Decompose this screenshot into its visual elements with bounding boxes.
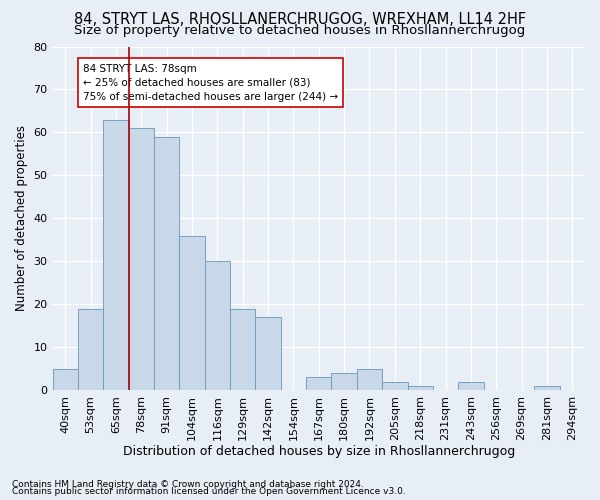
- Bar: [382, 382, 407, 390]
- Bar: [458, 382, 484, 390]
- Bar: [230, 308, 256, 390]
- Bar: [306, 378, 331, 390]
- X-axis label: Distribution of detached houses by size in Rhosllannerchrugog: Distribution of detached houses by size …: [122, 444, 515, 458]
- Bar: [331, 373, 357, 390]
- Text: Contains HM Land Registry data © Crown copyright and database right 2024.: Contains HM Land Registry data © Crown c…: [12, 480, 364, 489]
- Bar: [256, 318, 281, 390]
- Text: Contains public sector information licensed under the Open Government Licence v3: Contains public sector information licen…: [12, 488, 406, 496]
- Bar: [407, 386, 433, 390]
- Y-axis label: Number of detached properties: Number of detached properties: [15, 126, 28, 312]
- Bar: [53, 369, 78, 390]
- Text: Size of property relative to detached houses in Rhosllannerchrugog: Size of property relative to detached ho…: [74, 24, 526, 37]
- Bar: [179, 236, 205, 390]
- Bar: [78, 308, 103, 390]
- Bar: [534, 386, 560, 390]
- Bar: [205, 262, 230, 390]
- Bar: [357, 369, 382, 390]
- Bar: [128, 128, 154, 390]
- Text: 84, STRYT LAS, RHOSLLANERCHRUGOG, WREXHAM, LL14 2HF: 84, STRYT LAS, RHOSLLANERCHRUGOG, WREXHA…: [74, 12, 526, 28]
- Bar: [154, 137, 179, 390]
- Text: 84 STRYT LAS: 78sqm
← 25% of detached houses are smaller (83)
75% of semi-detach: 84 STRYT LAS: 78sqm ← 25% of detached ho…: [83, 64, 338, 102]
- Bar: [103, 120, 128, 390]
